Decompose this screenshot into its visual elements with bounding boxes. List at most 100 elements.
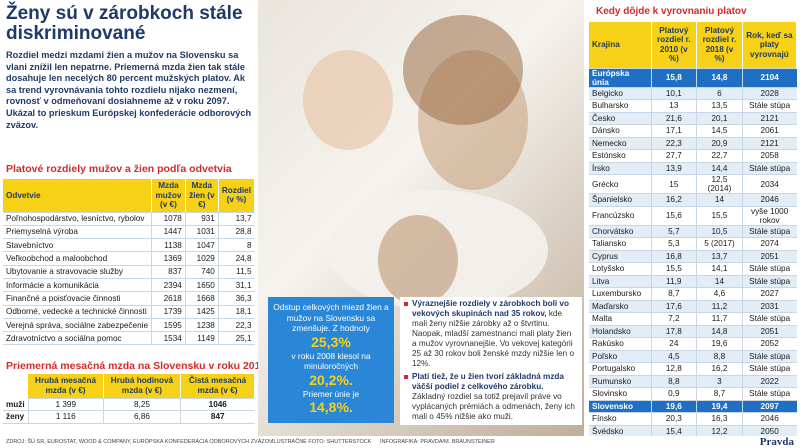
table-row: Dánsko 17,1 14,5 2061 [589, 124, 797, 138]
table-row: Taliansko 5,3 5 (2017) 2074 [589, 237, 797, 251]
table-cell: 15,5 [650, 262, 697, 276]
table-cell: 8 [217, 238, 255, 253]
table-cell: Stále stúpa [741, 262, 797, 276]
table-row: Rakúsko 24 19,6 2052 [589, 337, 797, 351]
table-row: Cyprus 16,8 13,7 2051 [589, 250, 797, 263]
table-cell: 11,2 [696, 300, 743, 313]
column-header: Čistá mesačná mzda (v €) [180, 374, 255, 399]
table-cell: 2028 [741, 87, 797, 100]
table-cell: 6 [696, 87, 743, 100]
header-row: Hrubá mesačná mzda (v €) Hrubá hodinová m… [3, 374, 255, 399]
table-row: Lotyšsko 15,5 14,1 Stále stúpa [589, 262, 797, 276]
table-cell: 14,4 [696, 162, 743, 175]
table-cell: Maďarsko [589, 300, 651, 313]
table-cell: 2046 [741, 412, 797, 426]
table-cell: 8,7 [696, 387, 743, 401]
callout-text: Odstup celkových miezd žien a mužov na S… [273, 302, 389, 333]
table-cell: 2121 [741, 112, 797, 125]
table-row: Verejná správa, sociálne zabezpečenie 159… [3, 318, 255, 333]
table-cell: 847 [180, 410, 255, 424]
callout-text: v roku 2008 klesol na minuloročných [291, 350, 371, 372]
sector-table: Odvetvie Mzda mužov (v €) Mzda žien (v €) R… [3, 179, 256, 346]
table-cell: 1047 [184, 238, 219, 253]
table-cell: 20,3 [650, 412, 697, 426]
table-cell: 14 [696, 275, 743, 288]
table-cell: Stále stúpa [741, 225, 797, 238]
table-cell: 13,5 [696, 99, 743, 113]
table-row: ženy 1 116 6,86 847 [3, 410, 255, 424]
table-cell: 28,8 [217, 225, 255, 240]
table-cell: 11,5 [217, 265, 255, 279]
section-title: Platové rozdiely mužov a žien podľa odve… [6, 163, 232, 175]
table-cell: Litva [589, 275, 651, 288]
table-row: Grécko 15 12,5 (2014) 2034 [589, 174, 797, 194]
table-cell: 1031 [184, 225, 219, 240]
table-row: Poľsko 4,5 8,8 Stále stúpa [589, 350, 797, 363]
header-row: Krajina Platový rozdiel r. 2010 (v %) Plat… [589, 22, 798, 69]
table-cell: 1138 [151, 238, 186, 253]
table-cell: 2022 [741, 375, 797, 388]
table-cell: Priemyselná výroba [3, 225, 152, 240]
footer: ZDROJ: ŠÚ SR, EUROSTAT, WOOD & COMPANY, … [0, 436, 800, 448]
table-cell: Holandsko [589, 325, 651, 338]
table-cell: 27,7 [650, 149, 697, 163]
table-cell: 12,2 [696, 425, 743, 438]
table-cell: 13,9 [650, 162, 697, 175]
table-cell: 1369 [151, 251, 186, 266]
table-cell: 2058 [741, 149, 797, 163]
table-cell: Cyprus [589, 250, 651, 263]
title: Ženy sú v zárobkoch stále diskriminované [6, 3, 243, 44]
table-cell: Odborné, vedecké a technické činnosti [3, 305, 152, 319]
table-cell: 15 [650, 174, 697, 194]
table-cell: 2046 [741, 193, 797, 207]
table-cell: 16,8 [650, 250, 697, 263]
table-cell: 1595 [151, 318, 186, 333]
table-cell: 14,1 [696, 262, 743, 276]
table-row: Švédsko 15,4 12,2 2050 [589, 425, 797, 438]
table-cell: Estónsko [589, 149, 651, 163]
table-cell: 5,7 [650, 225, 697, 238]
column-header: Rok, keď sa platy vyrovnajú [742, 22, 798, 69]
table-cell: Španielsko [589, 193, 651, 207]
table-cell: Ubytovanie a stravovacie služby [3, 265, 152, 279]
table-cell: 931 [184, 212, 219, 226]
table-cell: ženy [3, 410, 29, 424]
table-row: Rumunsko 8,8 3 2022 [589, 375, 797, 388]
header-row: Odvetvie Mzda mužov (v €) Mzda žien (v €) R… [3, 179, 256, 213]
table-cell: 11,7 [696, 312, 743, 326]
table-cell: muži [3, 398, 29, 411]
column-header: Mzda mužov (v €) [151, 179, 186, 213]
table-row: Zdravotníctvo a sociálna pomoc 1534 1149 25… [3, 331, 255, 346]
table-row: Belgicko 10,1 6 2028 [589, 87, 797, 100]
table-cell: Belgicko [589, 87, 651, 100]
section-title: Kedy dôjde k vyrovnaniu platov [596, 6, 747, 17]
table-cell: 2074 [741, 237, 797, 251]
table-cell: 1078 [151, 212, 186, 226]
column-header: Platový rozdiel r. 2010 (v %) [651, 22, 698, 69]
table-cell: 12,5 (2014) [696, 174, 743, 194]
table-cell: 31,1 [217, 278, 255, 293]
table-cell: Portugalsko [589, 362, 651, 376]
table-row: Finančné a poisťovacie činnosti 2618 1668 3… [3, 291, 255, 306]
table-cell: 2104 [741, 68, 797, 88]
table-cell: Stále stúpa [741, 162, 797, 175]
table-row: Európska únia 15,8 14,8 2104 [589, 68, 797, 88]
corner-cell [3, 374, 28, 398]
footer-photo: ILUSTRAČNÉ FOTO: SHUTTERSTOCK [272, 439, 372, 445]
table-cell: Grécko [589, 174, 651, 194]
table-cell: 1668 [184, 291, 219, 306]
table-cell: Poľnohospodárstvo, lesníctvo, rybolov [3, 212, 152, 226]
table-cell: 7,2 [650, 312, 697, 326]
table-row: Chorvátsko 5,7 10,5 Stále stúpa [589, 225, 797, 238]
table-cell: Bulharsko [589, 99, 651, 113]
bullet-lead: Platí tiež, že u žien tvorí základná mzd… [412, 372, 564, 391]
table-cell: Stále stúpa [741, 312, 797, 326]
table-cell: 2061 [741, 124, 797, 138]
table-cell: 3 [696, 375, 743, 388]
table-cell: Stále stúpa [741, 350, 797, 363]
table-row: Írsko 13,9 14,4 Stále stúpa [589, 162, 797, 175]
table-cell: Slovensko [589, 400, 651, 413]
bullet: Platí tiež, že u žien tvorí základná mzd… [404, 372, 578, 422]
table-cell: 6,86 [102, 410, 181, 424]
table-cell: 17,8 [650, 325, 697, 338]
